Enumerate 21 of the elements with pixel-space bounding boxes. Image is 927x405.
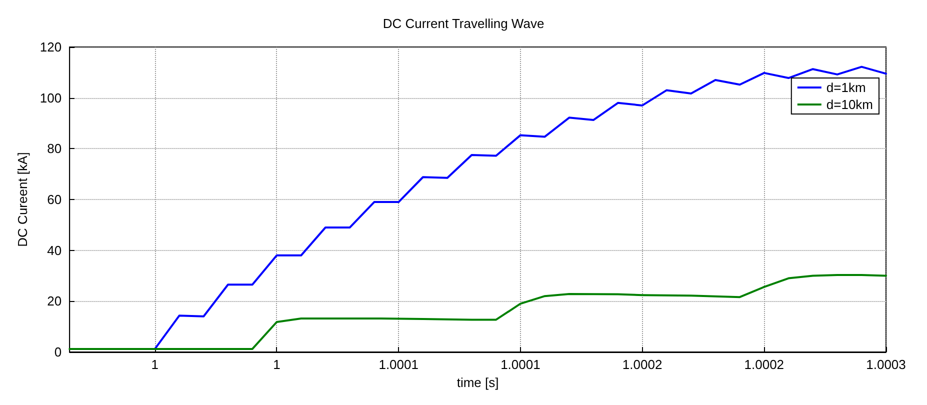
x-tick-label: 1 xyxy=(151,357,159,372)
legend-label: d=1km xyxy=(826,80,866,95)
y-tick-label: 100 xyxy=(40,90,62,106)
x-tick-label: 1.0003 xyxy=(866,357,906,372)
y-tick-label: 0 xyxy=(54,344,62,360)
chart-title: DC Current Travelling Wave xyxy=(382,16,544,31)
legend-label: d=10km xyxy=(826,97,874,112)
line-series xyxy=(68,274,887,350)
x-tick-label: 1.0001 xyxy=(500,357,540,372)
x-tick-label: 1.0001 xyxy=(378,357,418,372)
x-axis-title: time [s] xyxy=(456,374,499,390)
x-tick-label: 1 xyxy=(273,357,280,372)
line-series xyxy=(154,66,887,350)
y-tick-label: 20 xyxy=(47,294,62,309)
y-tick-label: 60 xyxy=(47,192,62,207)
x-tick-label: 1.0002 xyxy=(622,357,662,372)
x-tick-label: 1.0002 xyxy=(744,357,784,372)
y-tick-label: 40 xyxy=(47,242,62,258)
y-axis-title: DC Cureent [kA] xyxy=(15,152,30,247)
y-tick-label: 80 xyxy=(47,141,62,156)
y-tick-label: 120 xyxy=(40,40,62,54)
